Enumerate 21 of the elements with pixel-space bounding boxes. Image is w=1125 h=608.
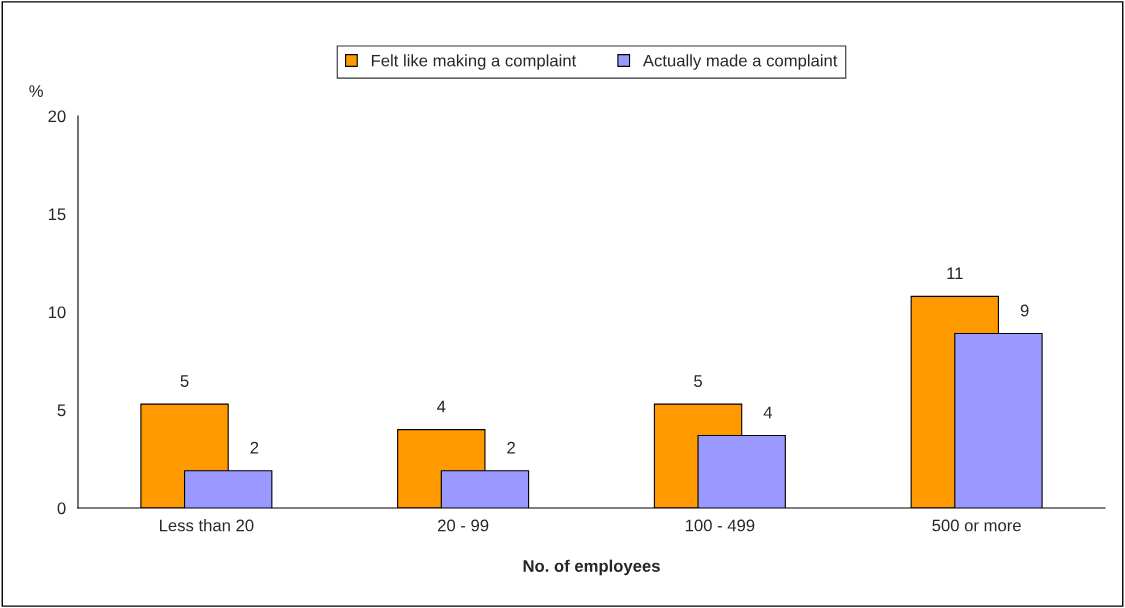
y-tick-label: 10	[48, 306, 66, 319]
legend-label: Felt like making a complaint	[371, 54, 577, 70]
y-tick-label: 0	[57, 502, 66, 515]
legend-label: Actually made a complaint	[642, 54, 838, 70]
data-label: 11	[947, 267, 963, 279]
data-label: 4	[437, 400, 446, 413]
data-label: 5	[694, 375, 702, 387]
x-axis-title: No. of employees	[523, 559, 660, 576]
data-label: 4	[763, 406, 773, 419]
data-label: 2	[507, 441, 515, 454]
x-tick-label: Less than 20	[160, 519, 254, 532]
y-tick-label: 20	[48, 110, 66, 123]
y-tick-label: 15	[48, 208, 66, 221]
data-label: 9	[1020, 304, 1029, 317]
x-tick-label: 500 or more	[932, 519, 1021, 532]
y-axis-title: %	[29, 85, 43, 97]
x-tick-label: 100 - 499	[685, 519, 755, 532]
y-tick-label: 5	[57, 404, 66, 417]
data-label: 2	[250, 441, 259, 454]
data-label: 5	[180, 375, 189, 387]
x-tick-label: 20 - 99	[438, 519, 489, 532]
